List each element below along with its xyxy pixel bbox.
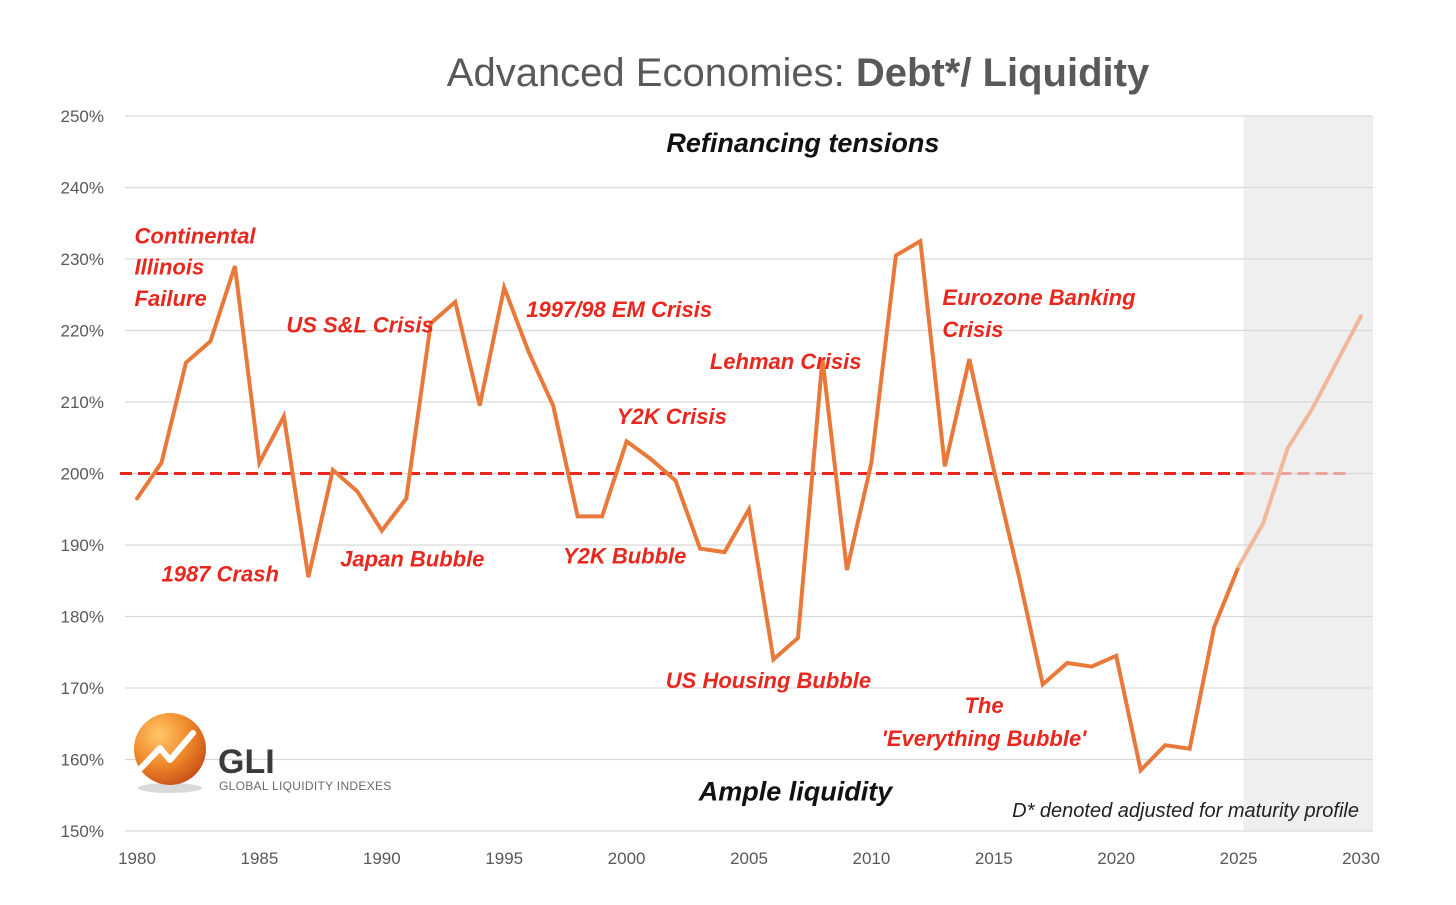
x-tick-label: 2005: [730, 849, 768, 868]
y-tick-label: 160%: [61, 751, 104, 770]
series-line-forecast: [1236, 314, 1363, 569]
chart-title: Advanced Economies: Debt*/ Liquidity: [447, 51, 1150, 95]
event-annotation: Continental: [135, 223, 257, 248]
logo-sub-text: GLOBAL LIQUIDITY INDEXES: [219, 779, 392, 793]
event-annotation: Japan Bubble: [340, 546, 484, 571]
logo-trend-arrow-icon: [138, 730, 196, 771]
y-tick-label: 150%: [61, 822, 104, 841]
logo-main-text: GLI: [218, 743, 275, 781]
y-tick-label: 240%: [61, 179, 104, 198]
x-tick-label: 2030: [1342, 849, 1380, 868]
logo-globe-icon: [134, 713, 206, 785]
x-tick-label: 2025: [1220, 849, 1258, 868]
y-tick-label: 210%: [61, 393, 104, 412]
event-annotation: Lehman Crisis: [710, 349, 862, 374]
event-annotation: US S&L Crisis: [286, 313, 434, 338]
y-tick-label: 180%: [61, 608, 104, 627]
event-annotation: 1987 Crash: [161, 561, 278, 586]
logo-shadow: [138, 783, 202, 793]
event-annotation: 'Everything Bubble': [882, 726, 1088, 751]
x-tick-label: 2000: [608, 849, 646, 868]
event-annotation: Illinois: [135, 255, 205, 280]
y-tick-label: 200%: [61, 465, 104, 484]
x-tick-label: 2020: [1097, 849, 1135, 868]
y-tick-label: 170%: [61, 679, 104, 698]
y-tick-label: 220%: [61, 322, 104, 341]
event-annotation: US Housing Bubble: [666, 668, 871, 693]
event-annotation: Failure: [135, 286, 207, 311]
event-annotation: Crisis: [942, 317, 1003, 342]
x-tick-label: 1985: [240, 849, 278, 868]
region-label: Ample liquidity: [698, 776, 894, 806]
x-tick-label: 2010: [852, 849, 890, 868]
y-tick-label: 190%: [61, 536, 104, 555]
y-tick-label: 230%: [61, 250, 104, 269]
footnote: D* denoted adjusted for maturity profile: [1012, 800, 1359, 822]
event-annotation: 1997/98 EM Crisis: [526, 297, 712, 322]
x-tick-label: 1995: [485, 849, 523, 868]
x-tick-label: 2015: [975, 849, 1013, 868]
series-line-actual: [135, 237, 1241, 775]
region-label: Refinancing tensions: [666, 128, 939, 158]
event-annotation: Eurozone Banking: [942, 285, 1136, 310]
y-tick-label: 250%: [61, 107, 104, 126]
chart-title-normal: Advanced Economies:: [447, 51, 856, 95]
event-annotation: Y2K Crisis: [617, 404, 727, 429]
event-annotation: Y2K Bubble: [563, 544, 686, 569]
x-tick-label: 1990: [363, 849, 401, 868]
x-tick-label: 1980: [118, 849, 156, 868]
gli-logo: GLI GLOBAL LIQUIDITY INDEXES: [134, 713, 392, 793]
event-annotation: The: [964, 693, 1003, 718]
chart-title-bold: Debt*/ Liquidity: [856, 51, 1150, 95]
